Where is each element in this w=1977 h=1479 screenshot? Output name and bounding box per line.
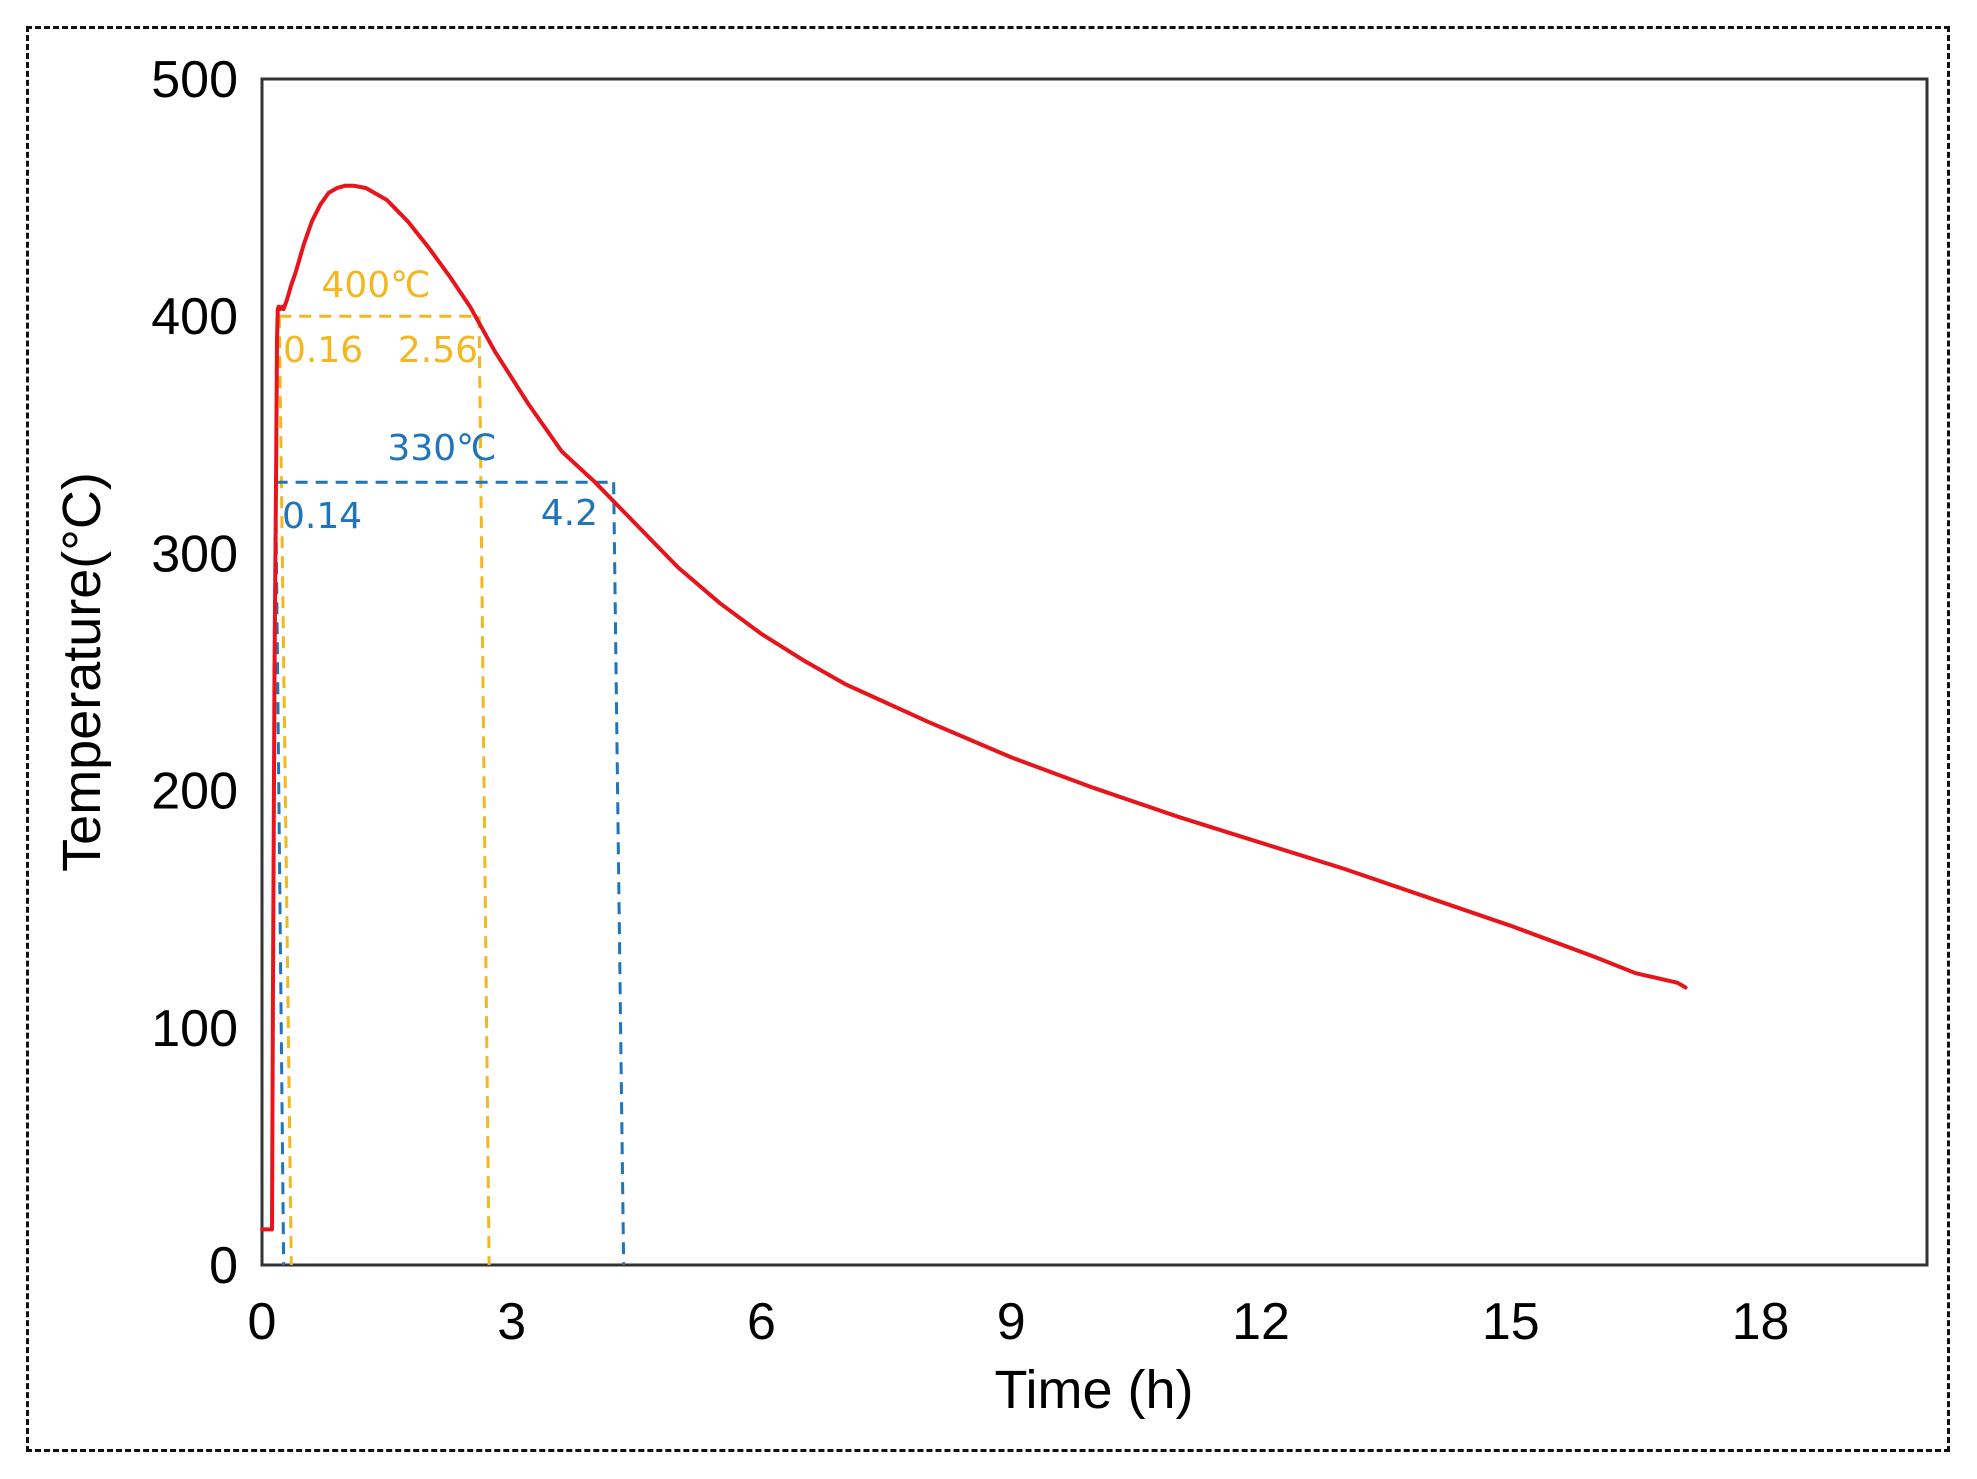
figure-frame <box>26 26 1950 1452</box>
threshold-400-start-value: 0.16 <box>283 330 363 371</box>
temperature-curve <box>260 183 1688 1232</box>
threshold-330-end-value: 4.2 <box>541 493 598 534</box>
x-axis-title: Time (h) <box>995 1360 1194 1420</box>
y-tick-label: 0 <box>209 1237 238 1295</box>
y-tick-label: 300 <box>151 525 238 583</box>
x-tick-label: 12 <box>1232 1293 1290 1351</box>
x-axis: 0 3 6 9 12 15 18 <box>248 1293 1790 1351</box>
threshold-400-end-value: 2.56 <box>398 330 478 371</box>
y-axis-title: Temperature(°C) <box>52 472 112 872</box>
threshold-330-start-value: 0.14 <box>282 496 362 537</box>
threshold-330-end-line <box>612 482 626 1266</box>
threshold-400-start-line <box>277 316 293 1266</box>
x-tick-label: 6 <box>747 1293 776 1351</box>
y-tick-label: 500 <box>151 51 238 109</box>
x-tick-label: 3 <box>497 1293 526 1351</box>
y-axis: 0 100 200 300 400 500 <box>151 51 238 1295</box>
y-tick-label: 400 <box>151 288 238 346</box>
x-tick-label: 18 <box>1732 1293 1790 1351</box>
plot-area <box>260 77 1929 1267</box>
y-tick-label: 200 <box>151 763 238 821</box>
x-tick-label: 9 <box>997 1293 1026 1351</box>
y-tick-label: 100 <box>151 1000 238 1058</box>
threshold-400-end-line <box>477 316 491 1266</box>
threshold-400-label: 400℃ <box>321 265 430 306</box>
threshold-annotations: 400℃ 0.16 2.56 330℃ 0.14 4.2 <box>282 265 598 537</box>
threshold-330-label: 330℃ <box>387 428 496 469</box>
threshold-guides <box>274 314 626 1266</box>
x-tick-label: 15 <box>1482 1293 1540 1351</box>
threshold-330-start-line <box>274 482 286 1266</box>
x-tick-label: 0 <box>248 1293 277 1351</box>
